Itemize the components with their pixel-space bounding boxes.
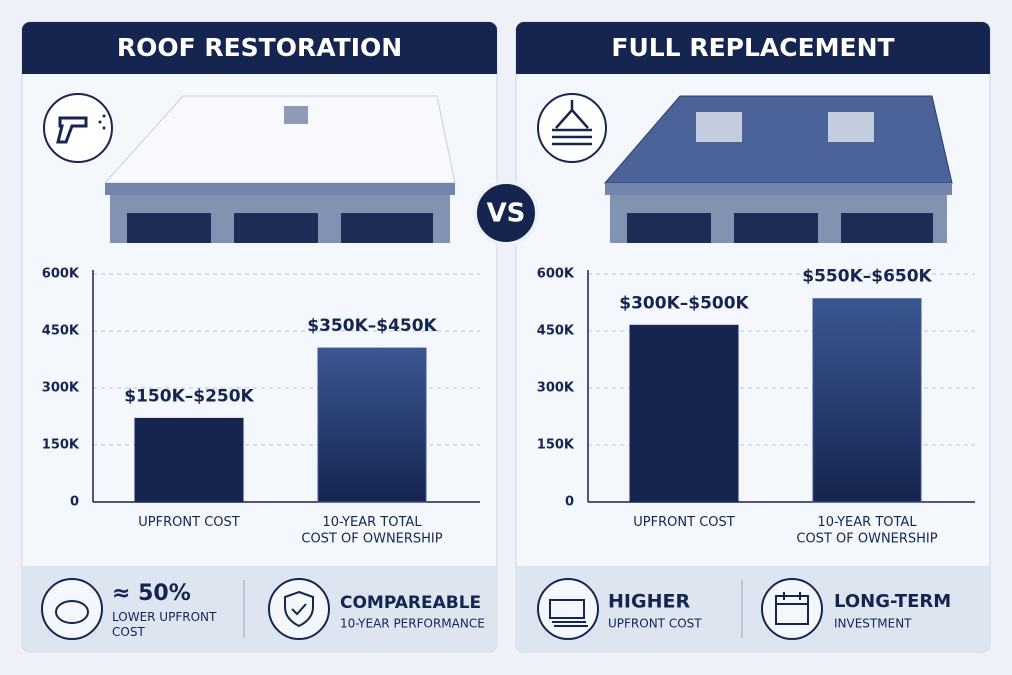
value-label: $300K–$500K xyxy=(619,293,749,313)
roof-illustration xyxy=(603,95,953,243)
y-tick-label: 600K xyxy=(537,267,575,282)
panel-header xyxy=(22,22,497,74)
stat-headline: HIGHER xyxy=(608,591,690,613)
value-label: $150K–$250K xyxy=(124,386,254,406)
x-tick-label: 10-YEAR TOTAL COST OF OWNERSHIP xyxy=(796,515,937,546)
x-tick-label: 10-YEAR TOTAL COST OF OWNERSHIP xyxy=(301,515,442,546)
spray-icon xyxy=(43,93,113,163)
y-tick-label: 0 xyxy=(565,495,574,510)
stat-headline: ≈ 50% xyxy=(112,581,191,606)
y-tick-label: 150K xyxy=(42,438,80,453)
bar xyxy=(629,324,739,503)
y-tick-label: 150K xyxy=(537,438,575,453)
value-label: $350K–$450K xyxy=(307,316,437,336)
panel-footer xyxy=(516,566,990,652)
x-tick-label: UPFRONT COST xyxy=(633,515,734,530)
money-icon xyxy=(537,578,599,640)
vs-label: VS xyxy=(487,199,526,229)
crane-icon xyxy=(537,93,607,163)
bar xyxy=(812,298,922,503)
vs-badge xyxy=(473,180,539,246)
stat-text: 10-YEAR PERFORMANCE xyxy=(340,617,485,631)
calendar-icon xyxy=(775,592,809,625)
piggy-icon xyxy=(55,600,89,624)
money-icon xyxy=(549,599,588,627)
bar xyxy=(317,347,427,503)
y-tick-label: 450K xyxy=(42,324,80,339)
stat-text: LOWER UPFRONT COST xyxy=(112,610,217,639)
shield-icon xyxy=(284,590,314,628)
x-tick-label: UPFRONT COST xyxy=(138,515,239,530)
y-tick-label: 300K xyxy=(42,381,80,396)
shield-icon xyxy=(268,578,330,640)
value-label: $550K–$650K xyxy=(802,267,932,287)
roof-illustration xyxy=(103,95,456,243)
stat-text: INVESTMENT xyxy=(834,617,912,631)
y-tick-label: 450K xyxy=(537,324,575,339)
stat-headline: COMPAREABLE xyxy=(340,593,481,613)
panel-title: FULL REPLACEMENT xyxy=(611,33,894,62)
panel-header xyxy=(516,22,990,74)
panel-title: ROOF RESTORATION xyxy=(117,33,402,62)
panel-footer xyxy=(22,566,497,652)
stat-headline: LONG-TERM xyxy=(834,591,951,612)
y-tick-label: 600K xyxy=(42,267,80,282)
y-tick-label: 0 xyxy=(70,495,79,510)
piggy-icon xyxy=(41,578,103,640)
y-tick-label: 300K xyxy=(537,381,575,396)
bar xyxy=(134,417,244,503)
calendar-icon xyxy=(761,578,823,640)
stat-text: UPFRONT COST xyxy=(608,617,702,631)
